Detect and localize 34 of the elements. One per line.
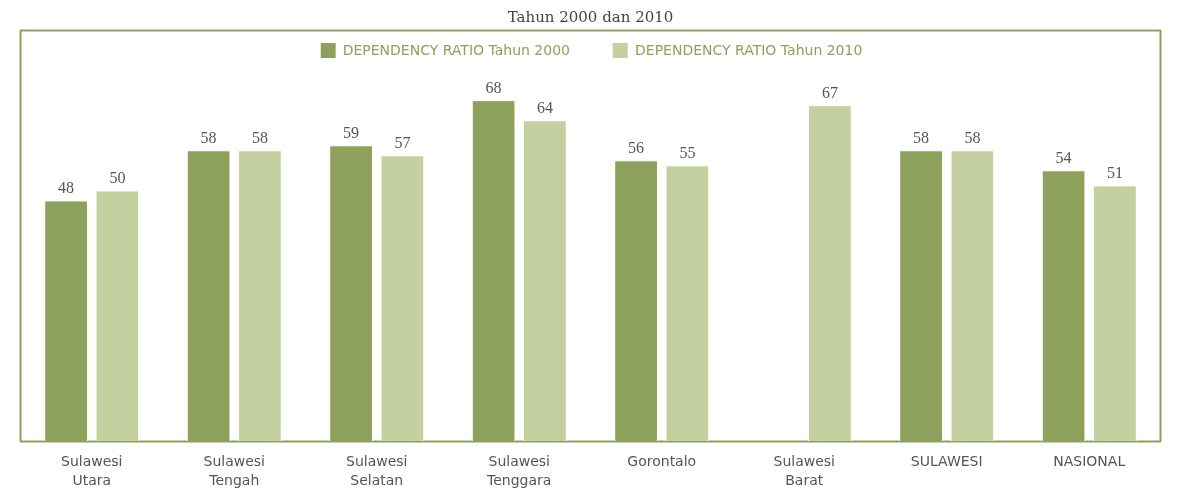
data-label: 67 [821,83,838,101]
data-label: 56 [628,138,645,156]
bar [380,155,425,442]
x-tick-label: Sulawesi Tengah [203,452,265,488]
data-label: 58 [913,128,930,146]
data-label: 48 [58,178,75,196]
bar [95,190,140,442]
bar [665,165,710,442]
chart-title: Tahun 2000 dan 2010 [507,7,674,26]
x-tick-label: Sulawesi Barat [773,452,835,488]
x-tick-label: Sulawesi Tenggara [486,452,552,488]
x-tick-label: Gorontalo [627,452,697,469]
bar [238,150,282,442]
bar [523,120,567,442]
bar [950,150,995,442]
data-label: 58 [964,128,981,146]
data-label: 68 [485,78,502,96]
data-label: 54 [1055,148,1072,166]
x-tick-label: NASIONAL [1053,452,1126,469]
x-tick-label: Sulawesi Selatan [346,452,408,488]
data-label: 55 [679,143,696,161]
data-label: 50 [109,168,126,186]
x-tick-label: SULAWESI [910,452,983,469]
legend-label: DEPENDENCY RATIO Tahun 2000 [342,42,570,58]
data-label: 58 [200,128,217,146]
data-label: 58 [251,128,268,146]
data-label: 51 [1106,163,1123,181]
bar [808,105,852,442]
bar [1093,185,1137,442]
data-label: 59 [343,123,360,141]
x-tick-label: Sulawesi Utara [61,452,123,488]
data-label: 57 [394,133,411,151]
data-label: 64 [536,98,553,116]
legend-label: DEPENDENCY RATIO Tahun 2010 [635,42,863,58]
